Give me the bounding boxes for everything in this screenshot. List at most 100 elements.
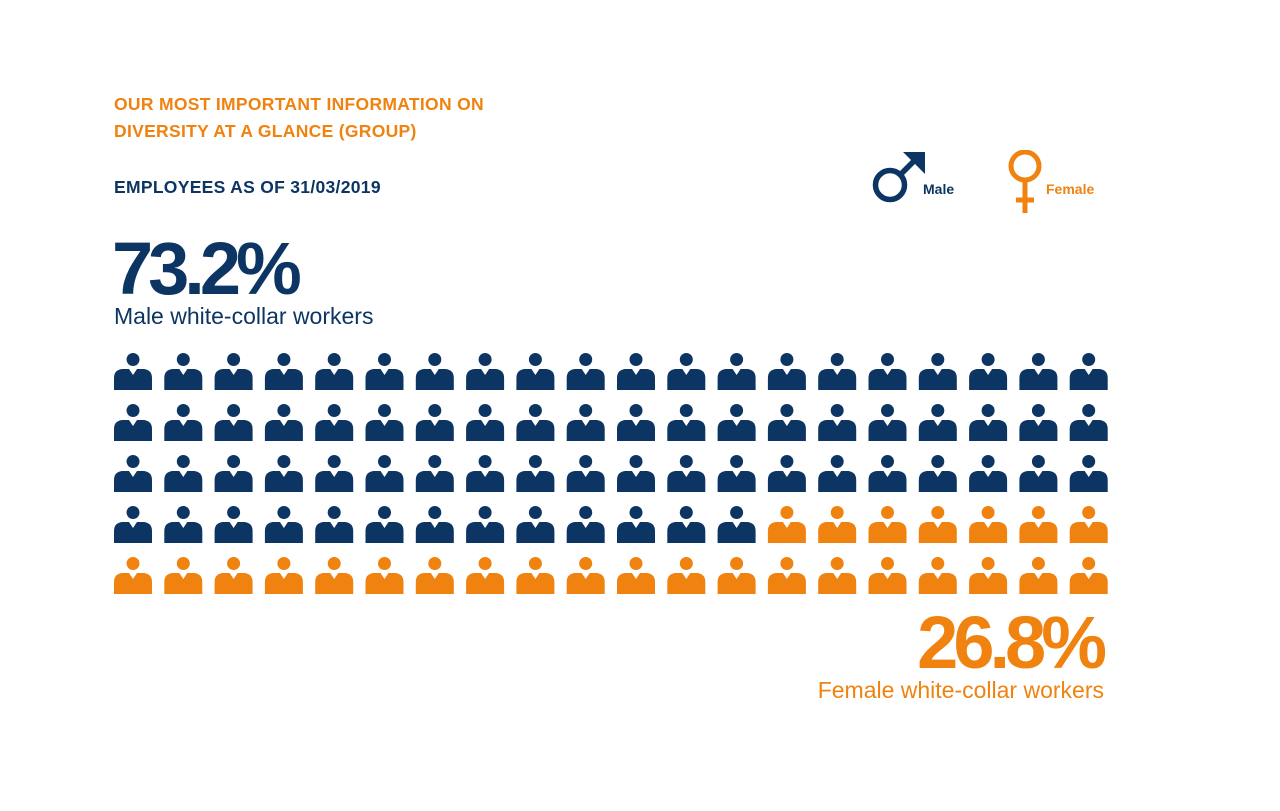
male-person-icon xyxy=(315,404,354,441)
female-person-icon xyxy=(114,557,152,594)
female-percentage: 26.8% xyxy=(917,601,1107,684)
male-person-icon xyxy=(818,353,857,390)
female-person-icon xyxy=(918,557,957,594)
male-person-icon xyxy=(214,404,253,441)
male-person-icon xyxy=(767,353,806,390)
male-person-icon xyxy=(868,455,907,492)
male-person-icon xyxy=(818,404,857,441)
male-person-icon xyxy=(918,455,957,492)
male-person-icon xyxy=(466,455,505,492)
male-person-icon xyxy=(315,455,354,492)
male-percentage: 73.2% xyxy=(112,227,302,310)
male-person-icon xyxy=(415,455,454,492)
male-person-icon xyxy=(566,404,605,441)
female-person-icon xyxy=(969,557,1008,594)
female-person-icon xyxy=(516,557,555,594)
female-person-icon xyxy=(617,557,655,594)
female-person-icon xyxy=(466,557,505,594)
male-person-icon xyxy=(617,455,655,492)
legend-male-label: Male xyxy=(923,181,955,197)
female-person-icon xyxy=(767,506,806,543)
male-person-icon xyxy=(717,353,756,390)
male-person-icon xyxy=(617,506,655,543)
male-person-icon xyxy=(566,353,605,390)
male-person-icon xyxy=(969,455,1008,492)
male-person-icon xyxy=(1019,404,1058,441)
male-person-icon xyxy=(214,353,253,390)
female-person-icon xyxy=(365,557,404,594)
male-person-icon xyxy=(214,506,253,543)
male-person-icon xyxy=(1019,353,1058,390)
male-person-icon xyxy=(918,404,957,441)
male-person-icon xyxy=(1069,353,1108,390)
female-person-icon xyxy=(566,557,605,594)
male-person-icon xyxy=(264,455,303,492)
male-person-icon xyxy=(415,353,454,390)
male-person-icon xyxy=(767,455,806,492)
female-person-icon xyxy=(868,506,907,543)
female-person-icon xyxy=(767,557,806,594)
male-person-icon xyxy=(365,353,404,390)
male-person-icon xyxy=(164,404,203,441)
male-person-icon xyxy=(315,353,354,390)
female-person-icon xyxy=(717,557,756,594)
female-person-icon xyxy=(264,557,303,594)
page-title: OUR MOST IMPORTANT INFORMATION ON DIVERS… xyxy=(114,91,484,145)
female-person-icon xyxy=(1069,506,1108,543)
page-title-line-2: DIVERSITY AT A GLANCE (GROUP) xyxy=(114,121,417,141)
male-person-icon xyxy=(1069,455,1108,492)
female-person-icon xyxy=(214,557,253,594)
male-person-icon xyxy=(114,506,152,543)
male-person-icon xyxy=(717,404,756,441)
female-person-icon xyxy=(667,557,706,594)
male-person-icon xyxy=(466,506,505,543)
male-person-icon xyxy=(315,506,354,543)
male-person-icon xyxy=(214,455,253,492)
female-caption: Female white-collar workers xyxy=(817,677,1104,703)
male-person-icon xyxy=(264,506,303,543)
male-person-icon xyxy=(164,455,203,492)
female-person-icon xyxy=(918,506,957,543)
male-person-icon xyxy=(1069,404,1108,441)
legend-female: Female xyxy=(1005,150,1115,215)
male-caption: Male white-collar workers xyxy=(114,303,374,329)
male-person-icon xyxy=(566,506,605,543)
male-symbol-icon xyxy=(872,152,925,203)
male-person-icon xyxy=(365,455,404,492)
male-person-icon xyxy=(114,404,152,441)
male-person-icon xyxy=(516,353,555,390)
male-person-icon xyxy=(617,404,655,441)
legend-female-label: Female xyxy=(1046,181,1095,197)
page-title-line-1: OUR MOST IMPORTANT INFORMATION ON xyxy=(114,94,484,114)
male-person-icon xyxy=(667,404,706,441)
male-person-icon xyxy=(466,404,505,441)
male-person-icon xyxy=(969,404,1008,441)
female-person-icon xyxy=(164,557,203,594)
male-person-icon xyxy=(365,506,404,543)
male-person-icon xyxy=(415,506,454,543)
female-person-icon xyxy=(969,506,1008,543)
female-symbol-icon xyxy=(1008,150,1042,213)
male-person-icon xyxy=(918,353,957,390)
male-person-icon xyxy=(415,404,454,441)
male-person-icon xyxy=(667,506,706,543)
female-person-icon xyxy=(868,557,907,594)
male-person-icon xyxy=(1019,455,1058,492)
male-person-icon xyxy=(114,455,152,492)
male-person-icon xyxy=(566,455,605,492)
male-person-icon xyxy=(868,404,907,441)
male-person-icon xyxy=(365,404,404,441)
female-person-icon xyxy=(818,506,857,543)
male-person-icon xyxy=(516,404,555,441)
male-person-icon xyxy=(264,353,303,390)
male-person-icon xyxy=(969,353,1008,390)
male-person-icon xyxy=(717,455,756,492)
male-person-icon xyxy=(818,455,857,492)
male-person-icon xyxy=(466,353,505,390)
female-person-icon xyxy=(315,557,354,594)
people-waffle-chart xyxy=(114,353,1108,594)
male-person-icon xyxy=(264,404,303,441)
female-person-icon xyxy=(1069,557,1108,594)
male-person-icon xyxy=(717,506,756,543)
male-person-icon xyxy=(667,353,706,390)
